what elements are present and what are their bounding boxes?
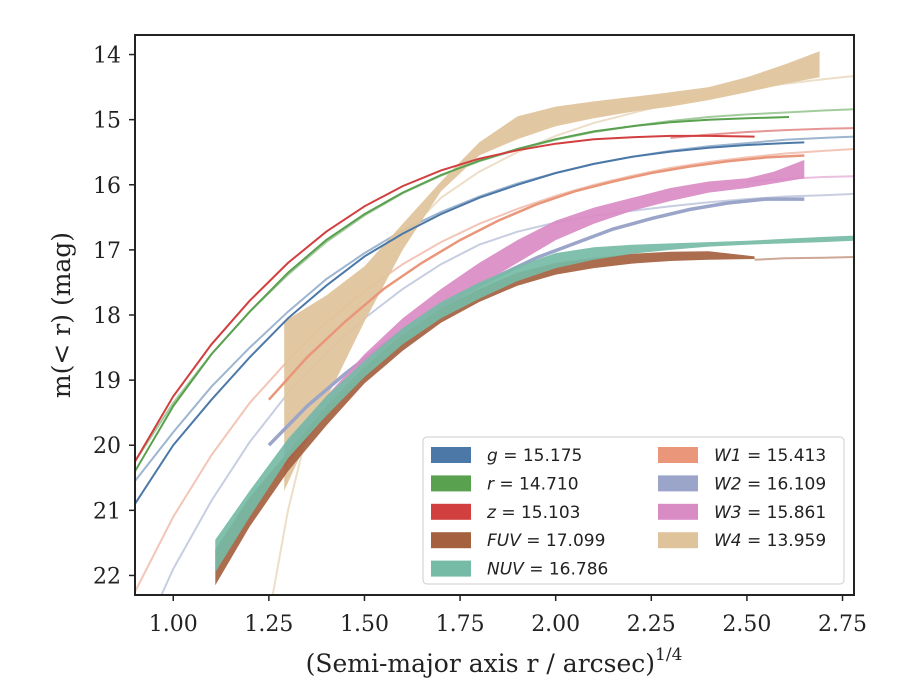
legend-label: W3 = 15.861: [714, 503, 826, 523]
legend-entry-g: g = 15.175: [431, 446, 582, 466]
legend-label: FUV = 17.099: [487, 531, 605, 551]
x-axis-label: (Semi-major axis r / arcsec)1/4: [306, 645, 683, 678]
legend-swatch: [431, 503, 471, 520]
x-tick-label: 2.75: [818, 612, 867, 637]
x-tick-label: 1.50: [340, 612, 389, 637]
model-curve-w2: [160, 192, 854, 595]
legend-label: g = 15.175: [487, 446, 582, 466]
curve-w1: [267, 154, 805, 401]
x-tick-label: 1.25: [244, 612, 293, 637]
y-tick-label: 16: [93, 174, 121, 199]
legend-entry-w2: W2 = 16.109: [658, 474, 826, 494]
legend-entry-r: r = 14.710: [431, 474, 579, 494]
y-tick-label: 21: [93, 499, 121, 524]
legend-entry-w4: W4 = 13.959: [658, 531, 826, 551]
legend-swatch: [431, 475, 471, 492]
legend-box: [422, 436, 845, 585]
legend-label: W2 = 16.109: [714, 474, 826, 494]
y-axis-label: m(< r) (mag): [47, 232, 76, 398]
curve-r: [135, 116, 790, 472]
legend-swatch: [658, 447, 698, 463]
legend: g = 15.175 r = 14.710 z = 15.103 FUV = 17.0…: [422, 436, 845, 585]
x-axis-label-exponent: 1/4: [655, 645, 682, 665]
x-tick-label: 2.00: [531, 612, 580, 637]
x-tick-label: 2.50: [722, 612, 771, 637]
y-tick-label: 15: [93, 109, 121, 134]
legend-label: NUV = 16.786: [487, 560, 608, 580]
legend-entry-nuv: NUV = 16.786: [431, 560, 608, 580]
x-tick-label: 1.00: [149, 612, 198, 637]
x-axis: 1.00 1.25 1.50 1.75 2.00 2.25 2.50 2.75: [149, 595, 867, 637]
curve-g: [135, 141, 805, 505]
model-curve-w1: [135, 148, 854, 593]
y-axis: 14 15 16 17 18 19 20 21 22: [93, 44, 135, 589]
data-bands: [135, 51, 854, 586]
band-w4: [284, 51, 820, 491]
y-tick-label: 20: [93, 434, 121, 459]
legend-swatch: [658, 475, 698, 492]
legend-swatch: [658, 532, 698, 549]
legend-entry-z: z = 15.103: [431, 503, 580, 523]
curve-z: [135, 134, 755, 463]
x-tick-label: 1.75: [436, 612, 485, 637]
legend-entry-w1: W1 = 15.413: [658, 446, 826, 466]
model-curve-fuv: [754, 256, 854, 261]
y-tick-label: 19: [93, 369, 121, 394]
legend-swatch: [431, 560, 471, 577]
y-tick-label: 22: [93, 564, 121, 589]
legend-label: r = 14.710: [487, 474, 579, 494]
x-tick-label: 2.25: [627, 612, 676, 637]
legend-label: z = 15.103: [486, 503, 580, 523]
y-tick-label: 17: [93, 239, 121, 264]
legend-entry-fuv: FUV = 17.099: [431, 531, 605, 551]
model-curve-g: [135, 135, 854, 482]
legend-label: W4 = 13.959: [714, 531, 826, 551]
legend-label: W1 = 15.413: [714, 446, 826, 466]
legend-swatch: [431, 447, 471, 463]
y-tick-label: 18: [93, 304, 121, 329]
y-tick-label: 14: [93, 44, 121, 69]
legend-swatch: [658, 503, 698, 520]
legend-entry-w3: W3 = 15.861: [658, 503, 826, 523]
legend-swatch: [431, 532, 471, 549]
